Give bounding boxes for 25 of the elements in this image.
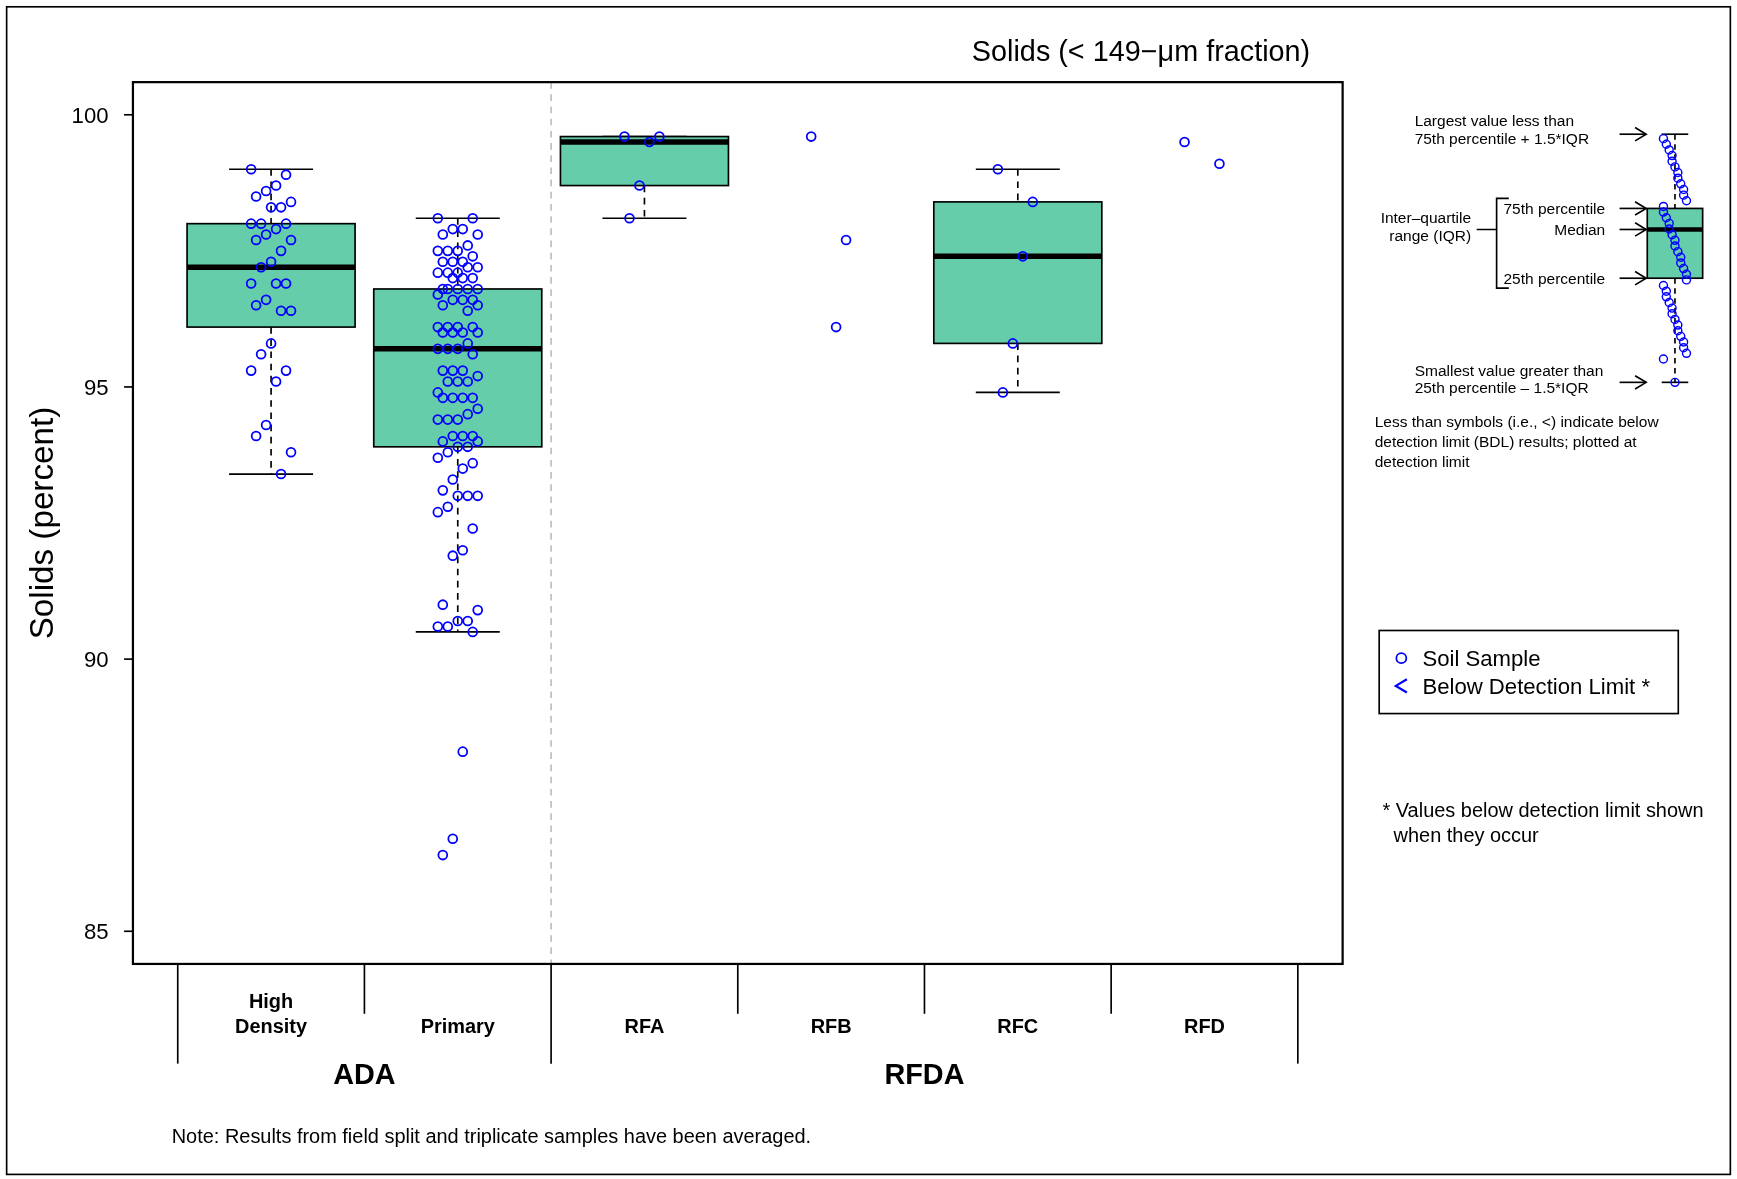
x-tick-label: RFB bbox=[810, 1014, 852, 1037]
text: RFDA bbox=[884, 1057, 965, 1090]
chart-title: Solids (< 149−μm fraction) bbox=[971, 35, 1311, 68]
x-tick-label: High Density bbox=[235, 990, 308, 1037]
legend-label: Below Detection Limit * bbox=[1422, 673, 1651, 699]
x-tick-label: RFC bbox=[997, 1014, 1039, 1037]
text: * Values below detection limit shown when they occur bbox=[1382, 798, 1704, 847]
x-tick-label: Primary bbox=[420, 1014, 495, 1037]
text: Largest value less than 75th percentile + 1.5*IQR bbox=[1414, 112, 1590, 148]
x-tick-label: RFA bbox=[624, 1014, 665, 1037]
text: Less than symbols (i.e., <) indicate below detection limit (BDL) results; plotted at detection limit bbox=[1374, 412, 1660, 470]
text: Inter–quartile range (IQR) bbox=[1380, 208, 1472, 244]
text: Median bbox=[1554, 221, 1606, 239]
text: 25th percentile bbox=[1503, 269, 1606, 287]
y-axis-title: Solids (percent) bbox=[23, 406, 61, 640]
legend-label: Soil Sample bbox=[1422, 645, 1541, 671]
text: Note: Results from field split and triplicate samples have been averaged. bbox=[171, 1125, 812, 1148]
text: 75th percentile bbox=[1503, 199, 1606, 217]
y-tick-label: 100 bbox=[71, 102, 109, 128]
y-tick-label: 95 bbox=[83, 374, 109, 400]
text: ADA bbox=[333, 1057, 396, 1090]
x-tick-label: RFD bbox=[1183, 1014, 1225, 1037]
y-tick-label: 85 bbox=[83, 919, 109, 945]
y-tick-label: 90 bbox=[83, 646, 109, 672]
text: Smallest value greater than 25th percentile – 1.5*IQR bbox=[1414, 361, 1604, 397]
